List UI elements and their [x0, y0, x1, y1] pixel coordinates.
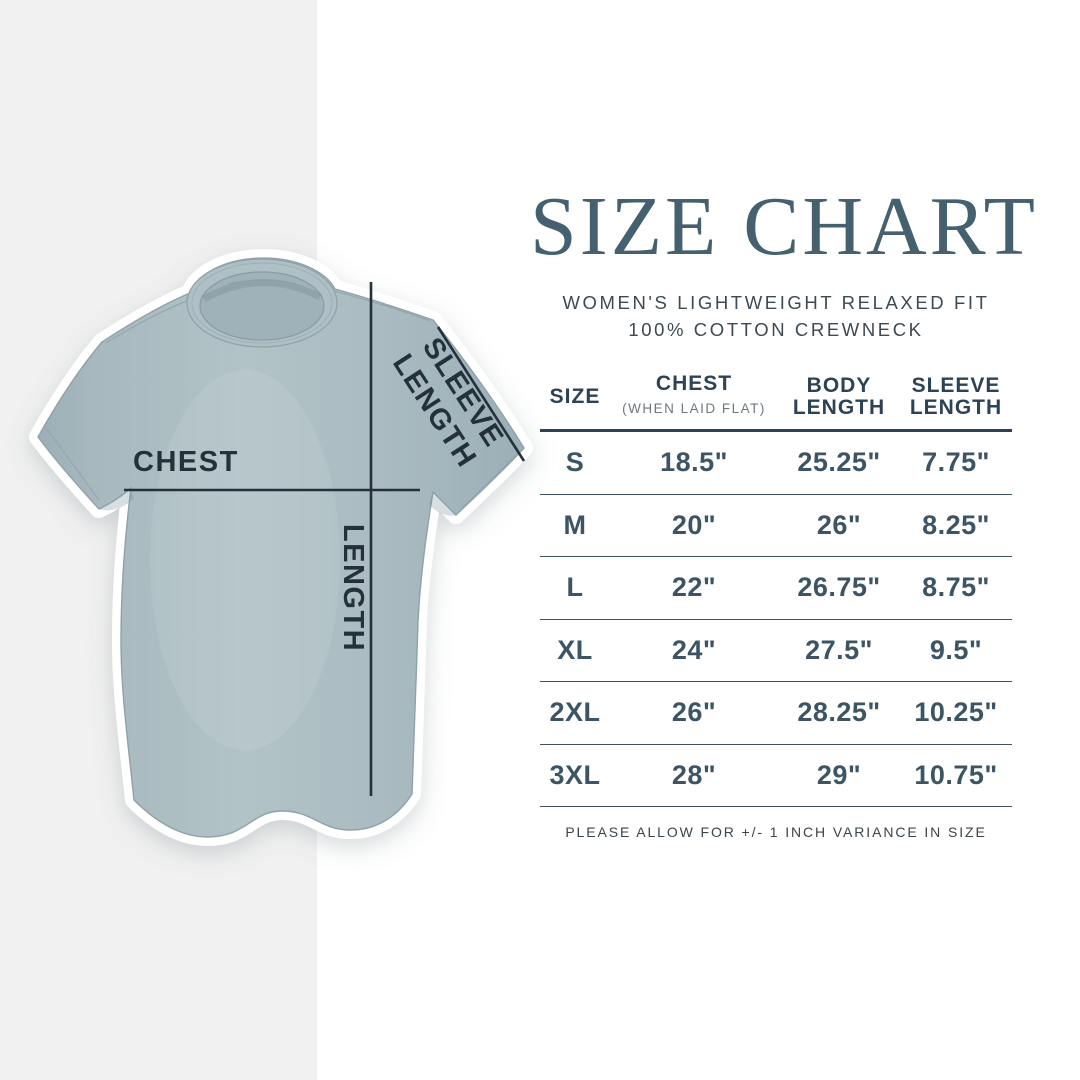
cell-size: L — [566, 572, 584, 603]
cell-chest: 22" — [671, 572, 717, 603]
right-underarm-shade — [429, 492, 456, 516]
fabric-highlight — [150, 370, 340, 750]
cell-size: 2XL — [549, 697, 601, 728]
header-chest-label: CHEST — [655, 372, 733, 395]
cell-chest: 24" — [671, 634, 717, 665]
cell-chest: 26" — [671, 697, 717, 728]
length-label: LENGTH — [337, 524, 369, 652]
page-title: SIZE CHART — [530, 180, 1038, 273]
cell-body: 27.5" — [805, 634, 873, 665]
table-row: M 20" 26" 8.25" — [540, 495, 1012, 557]
left-shoulder-seam — [105, 298, 193, 344]
right-shoulder-seam — [333, 290, 431, 322]
sleeve-measure-line — [436, 326, 526, 462]
cell-body: 26.75" — [797, 572, 881, 603]
table-row: XL 24" 27.5" 9.5" — [540, 620, 1012, 682]
cell-sleeve: 8.75" — [922, 572, 990, 603]
cell-sleeve: 7.75" — [922, 447, 990, 478]
subtitle-line1: WOMEN'S LIGHTWEIGHT RELAXED FIT — [562, 292, 990, 313]
cell-sleeve: 8.25" — [922, 509, 990, 540]
header-sleeve-length: SLEEVE LENGTH — [909, 373, 1003, 419]
cell-size: S — [565, 447, 585, 478]
footer-note: PLEASE ALLOW FOR +/- 1 INCH VARIANCE IN … — [565, 824, 987, 840]
cell-chest: 28" — [671, 759, 717, 790]
header-size: SIZE — [549, 384, 601, 408]
right-sleeve-hem-seam — [461, 455, 516, 509]
cell-size: 3XL — [549, 759, 601, 790]
table-row: 3XL 28" 29" 10.75" — [540, 745, 1012, 807]
cell-body: 26" — [816, 509, 862, 540]
cell-body: 28.25" — [797, 697, 881, 728]
chest-label: CHEST — [133, 446, 239, 478]
collar — [186, 258, 338, 348]
cell-sleeve: 10.25" — [914, 697, 998, 728]
table-header: SIZE CHEST (WHEN LAID FLAT) BODY LENGTH … — [540, 367, 1012, 432]
cell-sleeve: 10.75" — [914, 759, 998, 790]
header-chest: CHEST (WHEN LAID FLAT) — [610, 373, 778, 420]
table-row: 2XL 26" 28.25" 10.25" — [540, 682, 1012, 745]
header-body-length: BODY LENGTH — [792, 373, 886, 419]
table-row: L 22" 26.75" 8.75" — [540, 557, 1012, 620]
cell-chest: 20" — [671, 509, 717, 540]
table-body: S 18.5" 25.25" 7.75" M 20" 26" 8.25" L 22" 26.75" 8… — [540, 432, 1012, 807]
cell-size: M — [563, 509, 587, 540]
size-table: SIZE CHEST (WHEN LAID FLAT) BODY LENGTH … — [540, 367, 1012, 807]
cell-size: XL — [557, 634, 593, 665]
size-chart-panel: SIZE CHART WOMEN'S LIGHTWEIGHT RELAXED F… — [530, 0, 1038, 841]
left-underarm-shade — [99, 488, 134, 511]
cell-body: 29" — [816, 759, 862, 790]
cell-sleeve: 9.5" — [929, 634, 983, 665]
subtitle: WOMEN'S LIGHTWEIGHT RELAXED FIT 100% COT… — [530, 289, 1022, 343]
cell-chest: 18.5" — [660, 447, 728, 478]
subtitle-line2: 100% COTTON CREWNECK — [628, 319, 924, 340]
left-sleeve-hem-seam — [45, 427, 100, 501]
cell-body: 25.25" — [797, 447, 881, 478]
header-chest-note: (WHEN LAID FLAT) — [622, 401, 766, 416]
table-row: S 18.5" 25.25" 7.75" — [540, 432, 1012, 495]
